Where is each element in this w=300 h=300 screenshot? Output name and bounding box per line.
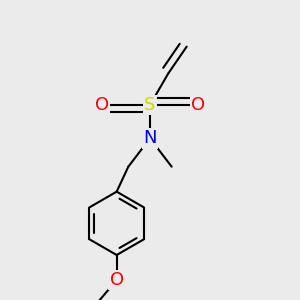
- Text: N: N: [143, 129, 157, 147]
- Text: S: S: [144, 96, 156, 114]
- Text: O: O: [110, 271, 124, 289]
- Text: O: O: [191, 96, 206, 114]
- Text: O: O: [94, 96, 109, 114]
